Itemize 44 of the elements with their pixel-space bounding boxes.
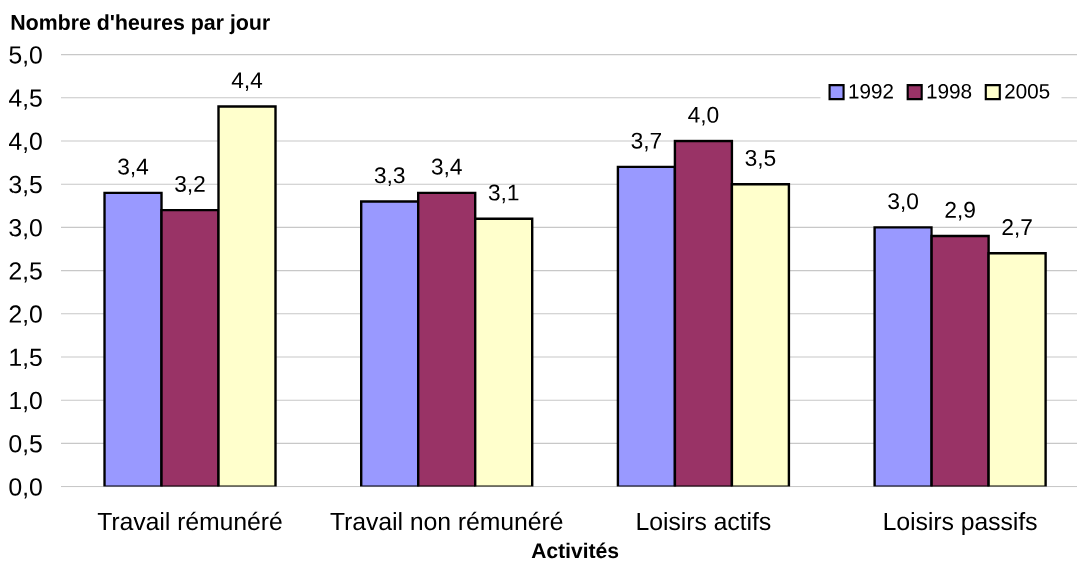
bar xyxy=(217,105,277,487)
bar xyxy=(474,217,534,487)
bar xyxy=(360,200,420,487)
y-tick-label: 1,0 xyxy=(10,391,42,413)
y-tick-label: 4,0 xyxy=(9,132,42,153)
y-tick-label: 4,5 xyxy=(9,89,42,110)
data-label: 3,0 xyxy=(888,193,918,212)
data-label: 2,9 xyxy=(945,201,975,221)
data-label: 3,4 xyxy=(118,158,149,178)
data-label: 3,1 xyxy=(488,184,519,204)
legend-label: 1992 xyxy=(849,83,893,99)
bar xyxy=(417,191,477,487)
x-tick-label: Travail non rémunéré xyxy=(330,511,563,531)
data-label: 3,2 xyxy=(175,175,205,195)
y-tick-label: 0,5 xyxy=(9,434,42,456)
data-label: 4,4 xyxy=(231,72,263,91)
x-tick-label: Loisirs passifs xyxy=(884,512,1037,536)
data-label: 2,7 xyxy=(1002,219,1032,238)
legend-label: 1998 xyxy=(927,83,972,99)
bar xyxy=(987,252,1047,487)
legend-label: 2005 xyxy=(1005,83,1050,99)
y-tick-label: 1,5 xyxy=(10,348,42,369)
y-tick-label: 3,5 xyxy=(9,175,42,197)
y-tick-label: 2,0 xyxy=(9,305,42,326)
y-tick-label: 3,0 xyxy=(9,218,42,240)
bar xyxy=(930,234,990,487)
bar xyxy=(873,226,933,487)
y-tick-label: 2,5 xyxy=(9,262,42,283)
x-axis-title: Activités xyxy=(531,542,619,559)
bar xyxy=(673,139,734,487)
bar xyxy=(160,208,220,487)
bar xyxy=(616,165,677,487)
data-label: 4,0 xyxy=(688,106,719,126)
y-tick-label: 0,0 xyxy=(9,478,42,499)
x-tick-label: Loisirs actifs xyxy=(637,512,771,531)
bar xyxy=(730,183,791,487)
y-tick-label: 5,0 xyxy=(9,46,42,67)
data-label: 3,3 xyxy=(374,167,405,186)
data-label: 3,5 xyxy=(745,149,776,169)
bar xyxy=(103,191,163,487)
x-tick-label: Travail rémunéré xyxy=(97,511,282,531)
y-axis-title: Nombre d'heures par jour xyxy=(11,14,270,35)
data-label: 3,7 xyxy=(631,132,662,152)
data-label: 3,4 xyxy=(431,158,462,178)
